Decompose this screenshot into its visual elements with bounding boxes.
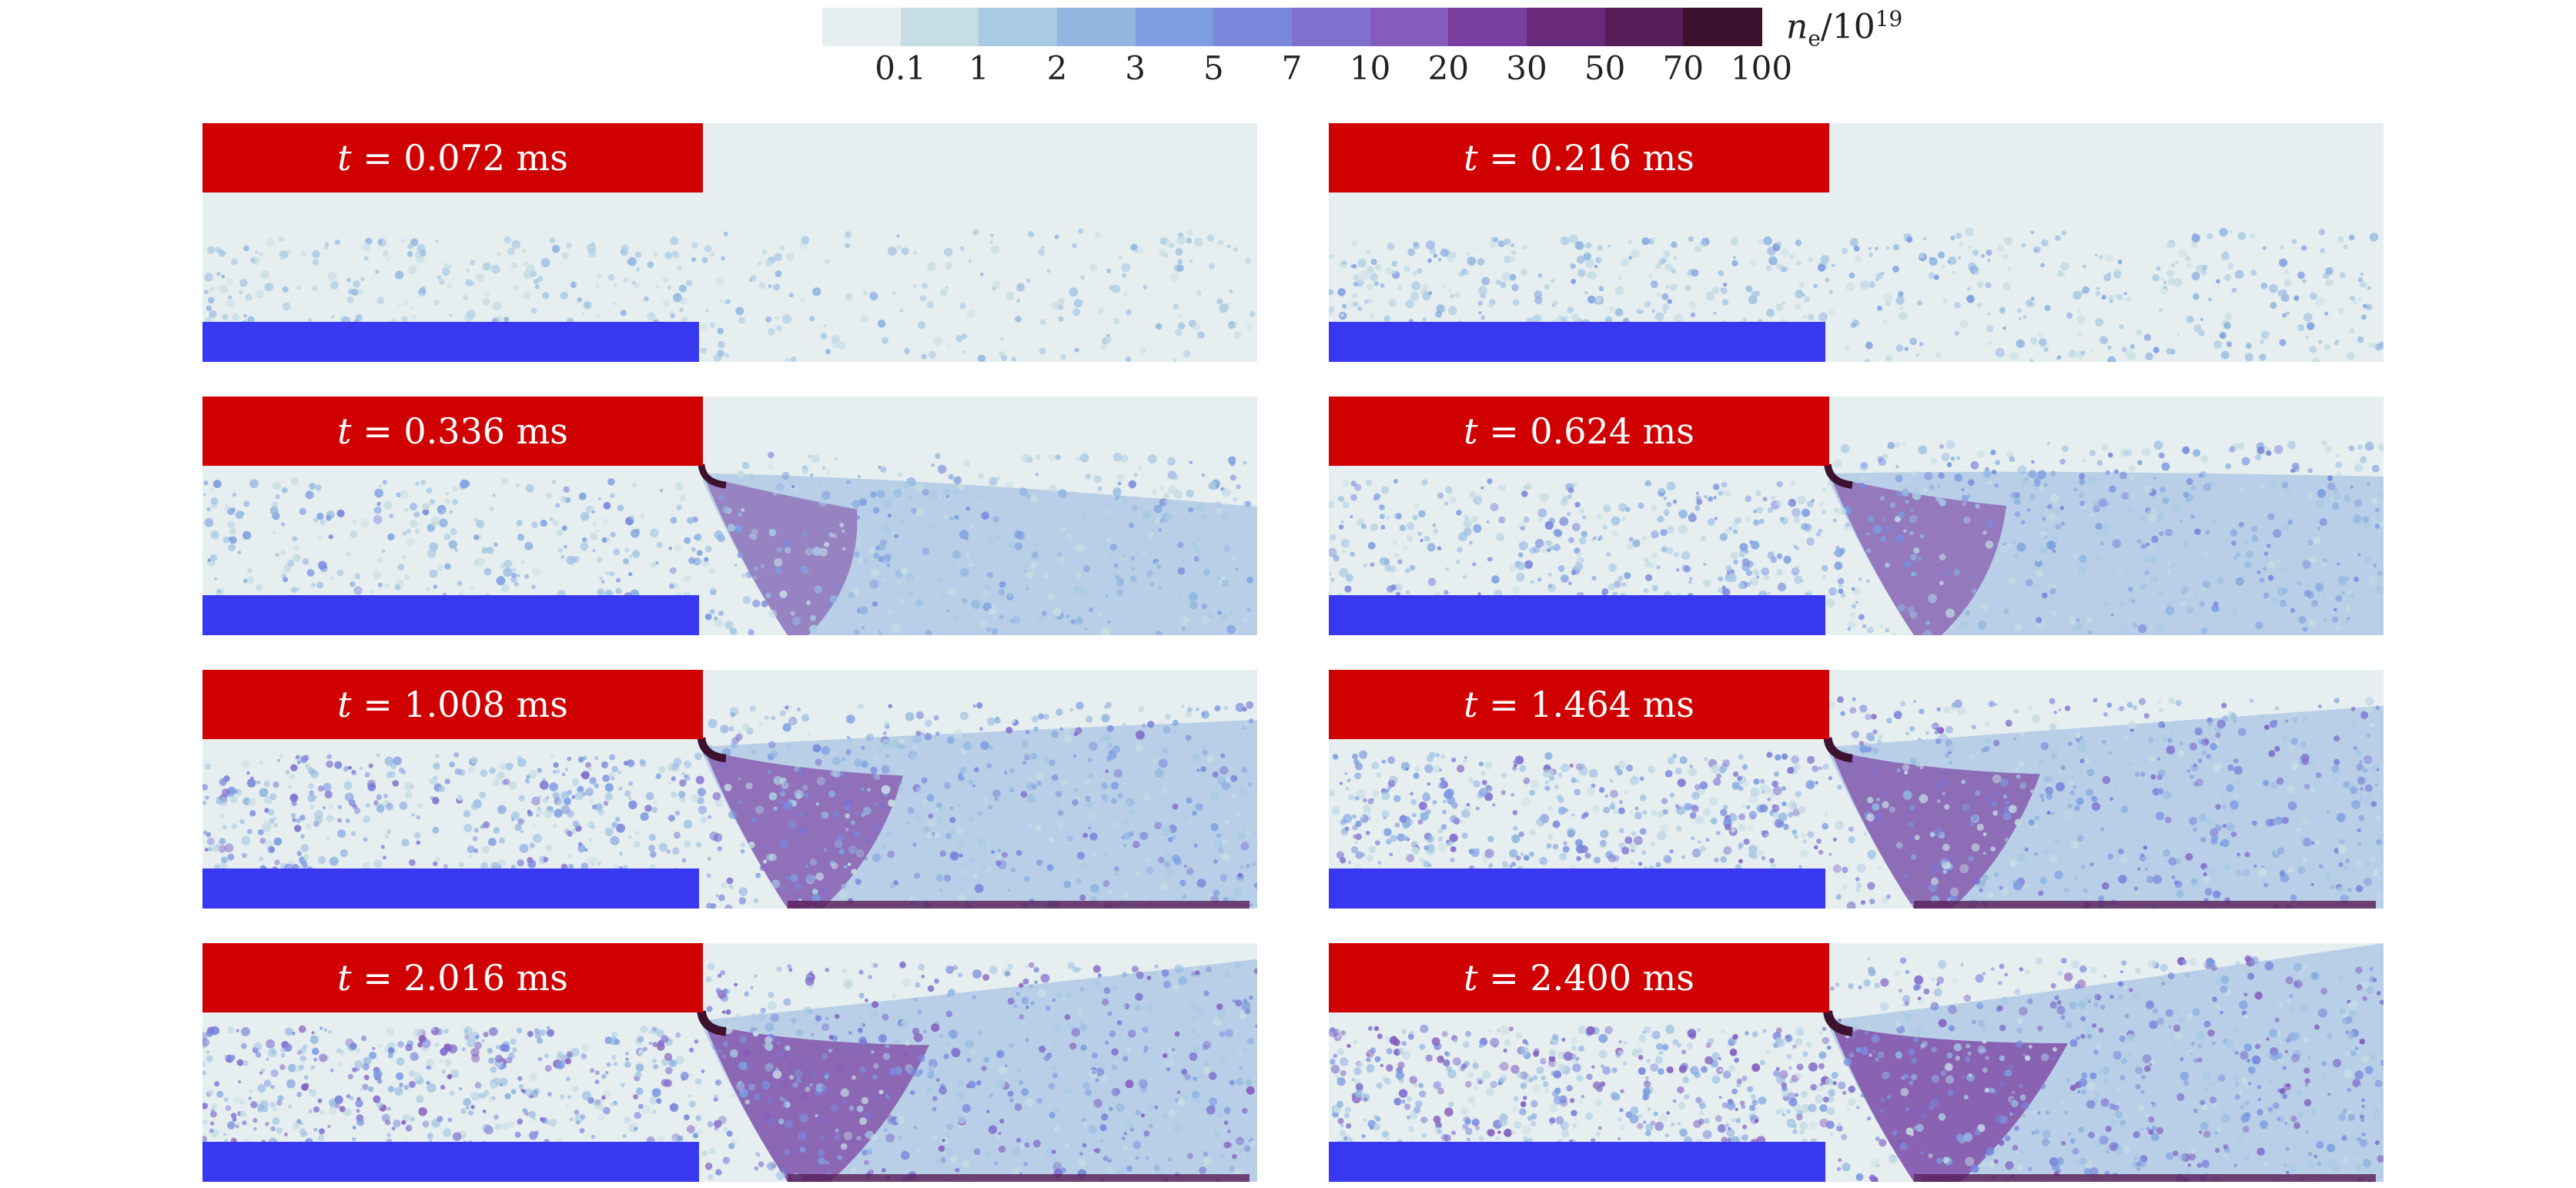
target-bar xyxy=(1329,123,1829,192)
wall-bar xyxy=(202,1142,699,1182)
colorbar-unit-label: ne/1019 xyxy=(1786,6,1903,52)
colorbar-segment xyxy=(1683,8,1762,46)
colorbar-segment xyxy=(1370,8,1450,46)
colorbar-tick-label: 3 xyxy=(1125,49,1146,87)
simulation-panel: t = 2.016 ms xyxy=(202,943,1257,1182)
simulation-panel: t = 1.464 ms xyxy=(1329,670,2384,909)
colorbar xyxy=(822,8,1762,46)
density-field xyxy=(1329,227,2384,362)
wall-bar xyxy=(1329,322,1825,362)
simulation-panel: t = 0.624 ms xyxy=(1329,397,2384,635)
colorbar-tick-label: 30 xyxy=(1506,49,1547,87)
colorbar-tick-label: 50 xyxy=(1584,49,1626,87)
density-field xyxy=(1329,439,2384,635)
target-bar xyxy=(1329,943,1829,1012)
wall-bar xyxy=(1329,868,1825,909)
time-label: t = 1.464 ms xyxy=(1464,684,1694,725)
target-bar xyxy=(1329,670,1829,739)
colorbar-segment xyxy=(1057,8,1136,46)
colorbar-tick-label: 70 xyxy=(1662,49,1705,87)
target-bar xyxy=(202,943,703,1012)
simulation-panel: t = 0.072 ms xyxy=(202,123,1257,362)
time-label: t = 0.216 ms xyxy=(1464,137,1694,179)
colorbar-segment xyxy=(1527,8,1606,46)
colorbar-tick-label: 10 xyxy=(1349,49,1391,87)
time-label: t = 2.016 ms xyxy=(337,957,568,999)
time-label: t = 0.624 ms xyxy=(1464,410,1694,452)
colorbar-segment xyxy=(1213,8,1293,46)
time-label: t = 0.336 ms xyxy=(337,410,568,452)
simulation-panel: t = 0.336 ms xyxy=(202,397,1257,635)
time-label: t = 1.008 ms xyxy=(337,684,568,725)
colorbar-segment xyxy=(1448,8,1527,46)
colorbar-segment xyxy=(1135,8,1215,46)
density-field xyxy=(203,228,1256,362)
wall-bar xyxy=(202,868,699,909)
wall-bar xyxy=(202,322,699,362)
target-bar xyxy=(202,670,703,739)
simulation-panel: t = 0.216 ms xyxy=(1329,123,2384,362)
density-field xyxy=(202,959,1257,1182)
colorbar-segment xyxy=(900,8,980,46)
density-field xyxy=(202,701,1257,909)
colorbar-segment xyxy=(1292,8,1371,46)
colorbar-segment xyxy=(822,8,902,46)
simulation-panel: t = 2.400 ms xyxy=(1329,943,2384,1182)
simulation-panel: t = 1.008 ms xyxy=(202,670,1257,909)
colorbar-tick-label: 2 xyxy=(1046,49,1068,87)
colorbar-tick-label: 0.1 xyxy=(875,49,927,87)
colorbar-segment xyxy=(979,8,1058,46)
colorbar-tick-label: 5 xyxy=(1203,49,1224,87)
colorbar-segment xyxy=(1604,8,1684,46)
colorbar-tick-label: 7 xyxy=(1281,49,1303,87)
target-bar xyxy=(202,397,703,466)
density-field xyxy=(1329,943,2384,1182)
target-bar xyxy=(1329,397,1829,466)
time-label: t = 0.072 ms xyxy=(337,137,568,179)
wall-bar xyxy=(202,595,699,635)
colorbar-tick-label: 1 xyxy=(968,49,989,87)
colorbar-tick-label: 20 xyxy=(1427,49,1470,87)
wall-bar xyxy=(1329,1142,1825,1182)
wall-bar xyxy=(1329,595,1825,635)
target-bar xyxy=(202,123,703,192)
time-label: t = 2.400 ms xyxy=(1464,957,1694,999)
colorbar-tick-label: 100 xyxy=(1730,49,1793,87)
